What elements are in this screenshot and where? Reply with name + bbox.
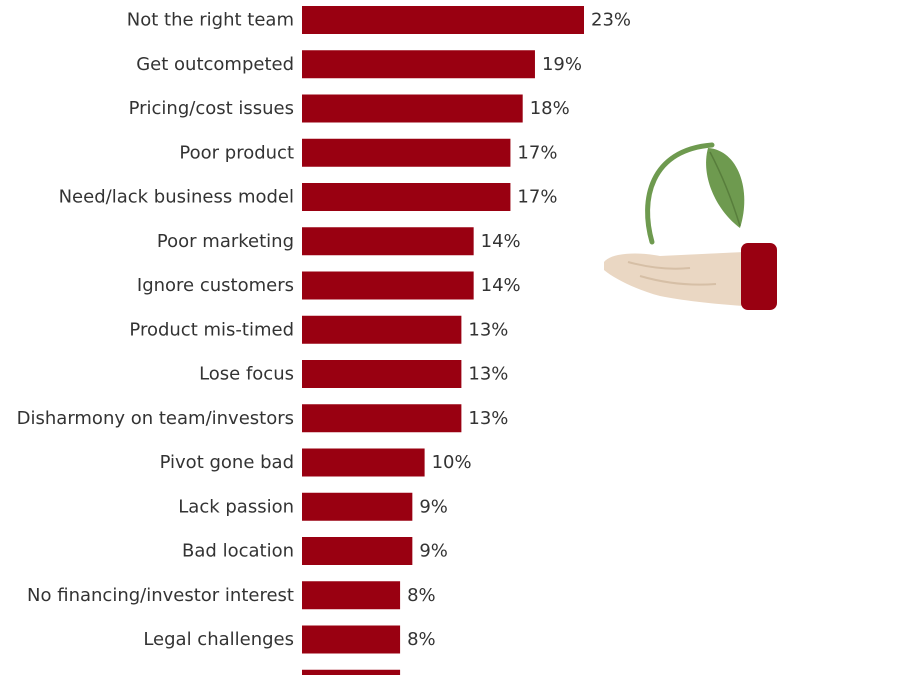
- bar: [302, 183, 511, 211]
- bars-group: Not the right team 23% Get outcompeted 19% P…: [17, 6, 631, 675]
- value-label: 13%: [468, 319, 508, 340]
- bar: [302, 492, 413, 521]
- category-label: Poor marketing: [157, 231, 294, 252]
- category-label: Legal challenges: [143, 629, 294, 650]
- bar: [302, 50, 535, 79]
- value-label: 8%: [407, 673, 436, 675]
- thumb-line: [627, 261, 691, 270]
- bar: [302, 271, 474, 300]
- value-label: 13%: [468, 364, 508, 385]
- value-label: 19%: [542, 54, 582, 75]
- bar: [302, 227, 474, 256]
- value-label: 8%: [407, 585, 436, 606]
- open-hand: [604, 252, 744, 306]
- category-label: Product mis-timed: [129, 319, 294, 340]
- category-label: Pivot gone bad: [160, 452, 294, 473]
- value-label: 23%: [591, 10, 631, 31]
- bar: [302, 315, 462, 344]
- value-label: 17%: [517, 187, 557, 208]
- category-label: Lack passion: [178, 496, 294, 517]
- bar: [302, 625, 401, 654]
- finger-line: [639, 275, 717, 286]
- value-label: 14%: [481, 275, 521, 296]
- bar: [302, 404, 462, 433]
- sprout-stem: [645, 142, 715, 245]
- value-label: 18%: [530, 98, 570, 119]
- value-label: 9%: [419, 541, 448, 562]
- category-label: Bad location: [182, 541, 294, 562]
- value-label: 8%: [407, 629, 436, 650]
- bar: [302, 360, 462, 388]
- bar: [302, 448, 425, 477]
- bar: [302, 138, 511, 167]
- value-label: 10%: [432, 452, 472, 473]
- category-label: Not the right team: [127, 10, 294, 31]
- value-label: 9%: [419, 496, 448, 517]
- bar: [302, 6, 584, 34]
- category-label: Disharmony on team/investors: [17, 408, 294, 429]
- category-label: Pricing/cost issues: [129, 98, 294, 119]
- leaf-vein: [709, 151, 741, 227]
- bar: [302, 669, 401, 675]
- bar: [302, 94, 523, 123]
- category-label: Ignore customers: [137, 275, 294, 296]
- category-label: Poor product: [179, 142, 294, 163]
- category-label: Get outcompeted: [136, 54, 294, 75]
- value-label: 14%: [481, 231, 521, 252]
- sleeve-cuff: [741, 243, 777, 310]
- hand-holding-sprout-icon: [604, 142, 777, 310]
- sprout-leaf: [706, 148, 745, 228]
- value-label: 13%: [468, 408, 508, 429]
- category-label: Lose focus: [199, 364, 294, 385]
- bar: [302, 537, 413, 565]
- category-label: Need/lack business model: [59, 187, 294, 208]
- bar: [302, 581, 401, 610]
- value-label: 17%: [517, 142, 557, 163]
- category-label: No financing/investor interest: [27, 585, 294, 606]
